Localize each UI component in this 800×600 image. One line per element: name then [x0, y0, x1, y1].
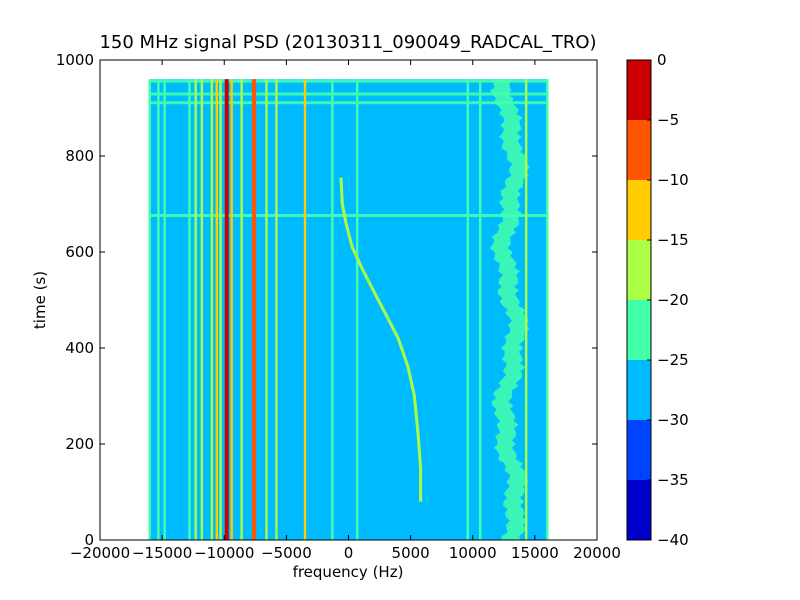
- colorbar-tick-label-3: −15: [657, 231, 689, 249]
- vertical-line-15: [303, 79, 307, 540]
- x-tick-label-6: 10000: [449, 544, 497, 562]
- chart-title: 150 MHz signal PSD (20130311_090049_RADC…: [99, 32, 596, 53]
- vertical-line-9: [224, 79, 229, 540]
- horizontal-band-1: [149, 92, 548, 96]
- x-axis: −20000 −15000 −10000 −5000 0 5000 10000 15000 20…: [70, 60, 621, 562]
- y-tick-label-3: 600: [65, 243, 94, 261]
- colorbar-tick-label-2: −10: [657, 171, 689, 189]
- colorbar: 0 −5 −10 −15 −20 −25 −30 −35 −40: [626, 51, 689, 549]
- x-tick-label-3: −5000: [261, 544, 312, 562]
- colorbar-segment-5: [627, 180, 651, 240]
- vertical-line-4: [194, 79, 197, 540]
- x-tick-label-2: −10000: [194, 544, 254, 562]
- x-tick-label-4: 0: [344, 544, 354, 562]
- colorbar-tick-label-8: −40: [657, 531, 689, 549]
- colorbar-tick-label-4: −20: [657, 291, 689, 309]
- vertical-line-1: [157, 79, 160, 540]
- y-tick-label-4: 800: [65, 147, 94, 165]
- vertical-line-17: [355, 79, 359, 540]
- vertical-line-21: [546, 79, 549, 540]
- colorbar-segment-7: [627, 60, 651, 120]
- y-axis: 0 200 400 600 800 1000: [56, 51, 597, 549]
- x-tick-label-7: 15000: [511, 544, 559, 562]
- colorbar-segment-4: [627, 240, 651, 300]
- horizontal-band-0: [149, 79, 548, 83]
- heatmap-background: [149, 79, 548, 540]
- colorbar-tick-label-7: −35: [657, 471, 689, 489]
- colorbar-tick-label-6: −30: [657, 411, 689, 429]
- vertical-line-13: [265, 79, 268, 540]
- vertical-line-6: [210, 79, 214, 540]
- vertical-line-16: [331, 79, 334, 540]
- vertical-line-10: [230, 79, 233, 540]
- y-tick-label-0: 0: [84, 531, 94, 549]
- noisy-band: [489, 79, 530, 540]
- y-tick-label-2: 400: [65, 339, 94, 357]
- drift-signal: [339, 177, 423, 502]
- colorbar-tick-label-0: 0: [657, 51, 667, 69]
- x-tick-label-5: 5000: [392, 544, 430, 562]
- vertical-line-19: [479, 79, 482, 540]
- vertical-line-7: [215, 79, 218, 540]
- colorbar-segment-0: [627, 480, 651, 540]
- horizontal-band-3: [149, 214, 548, 217]
- colorbar-segment-3: [627, 300, 651, 360]
- x-tick-label-1: −15000: [132, 544, 192, 562]
- vertical-line-14: [275, 79, 278, 540]
- y-tick-label-5: 1000: [56, 51, 94, 69]
- colorbar-segment-2: [627, 360, 651, 420]
- colorbar-segment-1: [627, 420, 651, 480]
- vertical-line-18: [466, 79, 469, 540]
- x-axis-label: frequency (Hz): [293, 563, 404, 581]
- vertical-line-11: [240, 79, 243, 540]
- colorbar-segment-6: [627, 120, 651, 180]
- y-axis-label: time (s): [31, 271, 49, 329]
- vertical-line-20: [524, 79, 528, 540]
- vertical-line-12: [252, 79, 257, 540]
- vertical-line-3: [188, 79, 191, 540]
- vertical-line-5: [200, 79, 204, 540]
- x-tick-label-8: 20000: [573, 544, 621, 562]
- vertical-line-0: [148, 79, 151, 540]
- x-tick-label-0: −20000: [70, 544, 130, 562]
- heatmap-layer: [148, 79, 549, 540]
- vertical-line-8: [219, 79, 222, 540]
- vertical-line-2: [163, 79, 166, 540]
- y-tick-label-1: 200: [65, 435, 94, 453]
- horizontal-band-2: [149, 101, 548, 105]
- colorbar-tick-label-5: −25: [657, 351, 689, 369]
- colorbar-tick-label-1: −5: [657, 111, 679, 129]
